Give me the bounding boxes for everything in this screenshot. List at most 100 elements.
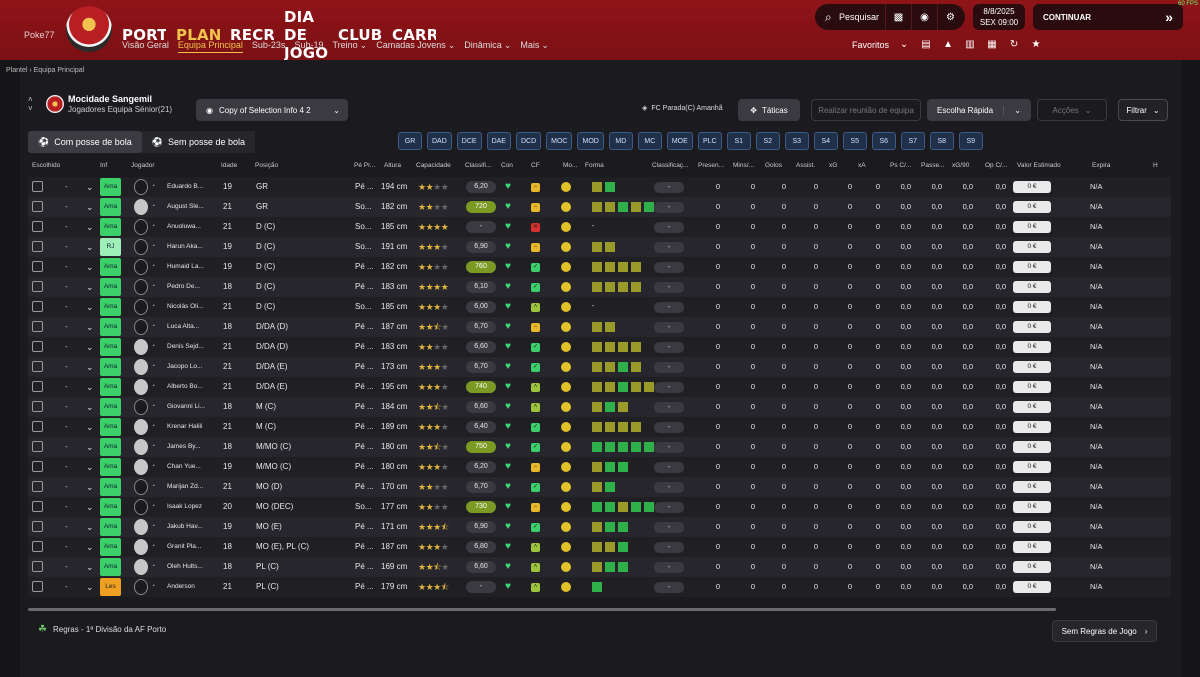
nav-clube[interactable]: CLUBE⌄	[338, 8, 382, 62]
column-header[interactable]: Mo...	[563, 162, 578, 169]
column-header[interactable]: Classificaç...	[652, 162, 689, 169]
no-rules-button[interactable]: Sem Regras de Jogo ›	[1052, 620, 1157, 642]
player-name[interactable]: Jacopo Lo...	[167, 363, 203, 370]
info-badge[interactable]: Ama	[100, 518, 121, 536]
position-filter-s1[interactable]: S1	[726, 132, 751, 150]
info-badge[interactable]: Ama	[100, 438, 121, 456]
table-row[interactable]: - ⌄ Ama ◔ Giovanni Li... 18 M (C) Pé ... 184 cm ★…	[28, 397, 1171, 417]
continue-button[interactable]: CONTINUAR »	[1033, 4, 1183, 30]
position-filter-gr[interactable]: GR	[398, 132, 422, 150]
table-row[interactable]: - ⌄ Ama ◔ Isaak Lopez 20 MO (DEC) So... 177 cm ★★…	[28, 497, 1171, 517]
position-filter-dce[interactable]: DCE	[456, 132, 482, 150]
estimated-value[interactable]: 0 €	[1013, 341, 1051, 353]
avatar[interactable]	[134, 179, 148, 195]
player-name[interactable]: James By...	[167, 443, 201, 450]
info-badge[interactable]: Ama	[100, 458, 121, 476]
subnav-item[interactable]: Visão Geral	[122, 40, 169, 50]
select-checkbox[interactable]	[32, 461, 43, 472]
table-row[interactable]: - ⌄ Ama ◔ James By... 18 M/MO (C) Pé ... 180 cm ★…	[28, 437, 1171, 457]
column-header[interactable]: Presen...	[698, 162, 725, 169]
info-badge[interactable]: Ama	[100, 338, 121, 356]
position-filter-s5[interactable]: S5	[842, 132, 867, 150]
avatar[interactable]	[134, 319, 148, 335]
tactics-board-icon[interactable]: ▦	[987, 39, 997, 50]
column-header[interactable]: Posição	[255, 162, 279, 169]
column-header[interactable]: Inf	[100, 162, 108, 169]
clipboard-icon[interactable]: ▥	[965, 39, 975, 50]
player-name[interactable]: Isaak Lopez	[167, 503, 203, 510]
avatar[interactable]	[134, 439, 148, 455]
info-badge[interactable]: Les	[100, 578, 121, 596]
club-logo[interactable]	[66, 6, 112, 52]
info-badge[interactable]: Ama	[100, 198, 121, 216]
position-filter-s8[interactable]: S8	[929, 132, 954, 150]
table-row[interactable]: - ⌄ Ama ◔ Jakub Hav... 19 MO (E) Pé ... 171 cm ★★…	[28, 517, 1171, 537]
position-filter-s4[interactable]: S4	[813, 132, 838, 150]
chevron-down-icon[interactable]: ⌄	[86, 582, 94, 592]
avatar[interactable]	[134, 519, 148, 535]
subnav-item[interactable]: Sub-19	[294, 40, 324, 50]
position-filter-mc[interactable]: MC	[637, 132, 662, 150]
player-name[interactable]: Humaid La...	[167, 263, 204, 270]
column-header[interactable]: Classifi...	[465, 162, 492, 169]
table-row[interactable]: - ⌄ Ama ◔ Luca Alta... 18 D/DA (D) Pé ... 187 cm…	[28, 317, 1171, 337]
avatar[interactable]	[134, 339, 148, 355]
info-badge[interactable]: Ama	[100, 378, 121, 396]
chevron-down-icon[interactable]: ⌄	[86, 382, 94, 392]
player-name[interactable]: Jakub Hav...	[167, 523, 203, 530]
chevron-down-icon[interactable]: ⌄	[86, 282, 94, 292]
column-header[interactable]: Idade	[221, 162, 238, 169]
estimated-value[interactable]: 0 €	[1013, 561, 1051, 573]
chevron-down-icon[interactable]: ⌄	[86, 422, 94, 432]
player-name[interactable]: Luca Alta...	[167, 323, 200, 330]
position-filter-moc[interactable]: MOC	[546, 132, 573, 150]
info-badge[interactable]: Ama	[100, 558, 121, 576]
player-name[interactable]: August Sle...	[167, 203, 204, 210]
chevron-down-icon[interactable]: ⌄	[86, 462, 94, 472]
chevron-down-icon[interactable]: ⌄	[86, 222, 94, 232]
position-filter-plc[interactable]: PLC	[697, 132, 722, 150]
estimated-value[interactable]: 0 €	[1013, 241, 1051, 253]
avatar[interactable]	[134, 579, 148, 595]
select-checkbox[interactable]	[32, 401, 43, 412]
select-checkbox[interactable]	[32, 521, 43, 532]
chevron-down-icon[interactable]: ⌄	[899, 39, 909, 50]
player-name[interactable]: Anuoluwa...	[167, 223, 201, 230]
next-match[interactable]: ◈ FC Parada(C) Amanhã	[642, 104, 723, 113]
player-name[interactable]: Anderson	[167, 583, 195, 590]
position-filter-dad[interactable]: DAD	[427, 132, 452, 150]
subnav-item[interactable]: Treino	[332, 40, 358, 50]
position-filter-s6[interactable]: S6	[871, 132, 896, 150]
select-checkbox[interactable]	[32, 441, 43, 452]
select-checkbox[interactable]	[32, 361, 43, 372]
column-header[interactable]: Ps C/...	[890, 162, 912, 169]
info-badge[interactable]: Ama	[100, 478, 121, 496]
select-checkbox[interactable]	[32, 341, 43, 352]
favorites-menu[interactable]: Favoritos	[852, 39, 890, 50]
player-name[interactable]: Alberto Bo...	[167, 383, 203, 390]
column-header[interactable]: H	[1153, 162, 1158, 169]
subnav-item[interactable]: Mais	[520, 40, 540, 50]
avatar[interactable]	[134, 539, 148, 555]
position-filter-moe[interactable]: MOE	[666, 132, 693, 150]
table-row[interactable]: - ⌄ Ama ◔ Chan Yue... 19 M/MO (C) Pé ... 180 cm ★…	[28, 457, 1171, 477]
table-row[interactable]: - ⌄ RJ ◔ Harun Aka... 19 D (C) So... 191 cm ★★★★ 6…	[28, 237, 1171, 257]
chevron-down-icon[interactable]: ⌄	[86, 342, 94, 352]
table-row[interactable]: - ⌄ Ama ◔ Oleh Hults... 18 PL (C) Pé ... 169 cm ★…	[28, 557, 1171, 577]
estimated-value[interactable]: 0 €	[1013, 201, 1051, 213]
refresh-icon[interactable]: ↻	[1009, 39, 1019, 50]
estimated-value[interactable]: 0 €	[1013, 481, 1051, 493]
avatar[interactable]	[134, 259, 148, 275]
column-header[interactable]: Escolhido	[32, 162, 61, 169]
with-ball-tab[interactable]: ⚽ Com posse de bola	[28, 131, 142, 153]
notebook-icon[interactable]: ▩	[885, 4, 911, 30]
select-checkbox[interactable]	[32, 561, 43, 572]
column-header[interactable]: Con	[501, 162, 513, 169]
estimated-value[interactable]: 0 €	[1013, 381, 1051, 393]
info-badge[interactable]: Ama	[100, 498, 121, 516]
estimated-value[interactable]: 0 €	[1013, 441, 1051, 453]
column-header[interactable]: Expira	[1092, 162, 1111, 169]
table-row[interactable]: - ⌄ Ama ◔ Granit Pla... 18 MO (E), PL (C) Pé ..…	[28, 537, 1171, 557]
without-ball-tab[interactable]: ⚽ Sem posse de bola	[141, 131, 256, 153]
info-badge[interactable]: Ama	[100, 298, 121, 316]
